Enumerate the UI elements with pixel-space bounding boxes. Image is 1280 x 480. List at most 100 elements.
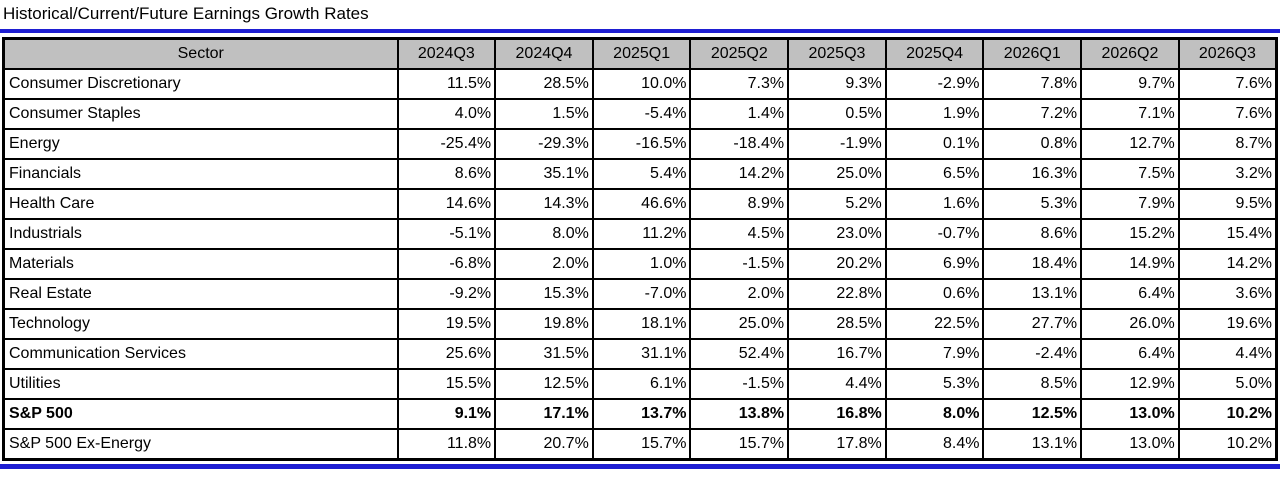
sector-cell: Utilities	[2, 368, 399, 400]
value-cell: 31.1%	[591, 338, 692, 370]
value-cell: 12.5%	[494, 368, 594, 400]
value-cell: 12.9%	[1080, 368, 1180, 400]
value-cell: 0.5%	[787, 98, 887, 130]
value-cell: 8.4%	[884, 428, 985, 461]
value-cell: 6.5%	[884, 158, 985, 190]
col-header-quarter: 2025Q1	[591, 37, 692, 70]
value-cell: 7.1%	[1080, 98, 1180, 130]
value-cell: -7.0%	[591, 278, 692, 310]
value-cell: 13.7%	[591, 398, 692, 430]
value-cell: -1.9%	[787, 128, 887, 160]
value-cell: 15.2%	[1080, 218, 1180, 250]
value-cell: 1.9%	[884, 98, 985, 130]
sector-cell: Materials	[2, 248, 399, 280]
sector-cell: Energy	[2, 128, 399, 160]
value-cell: 9.5%	[1177, 188, 1278, 220]
value-cell: -6.8%	[396, 248, 497, 280]
value-cell: 9.3%	[787, 68, 887, 100]
sector-cell: S&P 500 Ex-Energy	[2, 428, 399, 461]
value-cell: 3.2%	[1177, 158, 1278, 190]
value-cell: 15.3%	[494, 278, 594, 310]
value-cell: 2.0%	[689, 278, 790, 310]
col-header-quarter: 2026Q3	[1177, 37, 1278, 70]
value-cell: 8.0%	[884, 398, 985, 430]
value-cell: -0.7%	[884, 218, 985, 250]
value-cell: -5.4%	[591, 98, 692, 130]
value-cell: 19.6%	[1177, 308, 1278, 340]
value-cell: 1.0%	[591, 248, 692, 280]
value-cell: 19.8%	[494, 308, 594, 340]
value-cell: 25.6%	[396, 338, 497, 370]
table-body: Consumer Discretionary 11.5% 28.5% 10.0% 7.3…	[2, 68, 1278, 461]
value-cell: 16.7%	[787, 338, 887, 370]
value-cell: 14.6%	[396, 188, 497, 220]
value-cell: -18.4%	[689, 128, 790, 160]
sector-cell: Consumer Staples	[2, 98, 399, 130]
col-header-quarter: 2024Q4	[494, 37, 594, 70]
value-cell: 1.4%	[689, 98, 790, 130]
value-cell: 0.6%	[884, 278, 985, 310]
value-cell: 5.3%	[982, 188, 1083, 220]
value-cell: 7.9%	[1080, 188, 1180, 220]
sector-cell: Real Estate	[2, 278, 399, 310]
value-cell: 10.0%	[591, 68, 692, 100]
value-cell: 52.4%	[689, 338, 790, 370]
value-cell: 46.6%	[591, 188, 692, 220]
value-cell: 8.7%	[1177, 128, 1278, 160]
value-cell: 8.6%	[982, 218, 1083, 250]
value-cell: 16.3%	[982, 158, 1083, 190]
value-cell: 5.3%	[884, 368, 985, 400]
value-cell: 7.3%	[689, 68, 790, 100]
value-cell: 5.4%	[591, 158, 692, 190]
value-cell: 13.0%	[1080, 398, 1180, 430]
value-cell: 8.0%	[494, 218, 594, 250]
value-cell: 7.9%	[884, 338, 985, 370]
value-cell: 7.2%	[982, 98, 1083, 130]
value-cell: 22.5%	[884, 308, 985, 340]
bottom-rule	[0, 464, 1280, 469]
value-cell: 26.0%	[1080, 308, 1180, 340]
table-row: Consumer Staples 4.0% 1.5% -5.4% 1.4% 0.5% 1.9…	[2, 98, 1278, 130]
value-cell: 14.9%	[1080, 248, 1180, 280]
value-cell: 28.5%	[494, 68, 594, 100]
table-row: Utilities 15.5% 12.5% 6.1% -1.5% 4.4% 5.3% 8.5%…	[2, 368, 1278, 400]
value-cell: 5.0%	[1177, 368, 1278, 400]
value-cell: 1.6%	[884, 188, 985, 220]
value-cell: 11.2%	[591, 218, 692, 250]
value-cell: 6.4%	[1080, 338, 1180, 370]
value-cell: 14.2%	[689, 158, 790, 190]
value-cell: 11.8%	[396, 428, 497, 461]
value-cell: 11.5%	[396, 68, 497, 100]
value-cell: 4.5%	[689, 218, 790, 250]
table-row: Real Estate -9.2% 15.3% -7.0% 2.0% 22.8% 0.6% 1…	[2, 278, 1278, 310]
value-cell: 10.2%	[1177, 398, 1278, 430]
sector-cell: Communication Services	[2, 338, 399, 370]
earnings-growth-table: Sector 2024Q3 2024Q4 2025Q1 2025Q2 2025Q3 2025…	[2, 37, 1278, 461]
value-cell: 4.0%	[396, 98, 497, 130]
value-cell: 17.8%	[787, 428, 887, 461]
table-row: Industrials -5.1% 8.0% 11.2% 4.5% 23.0% -0.7% 8…	[2, 218, 1278, 250]
value-cell: 13.8%	[689, 398, 790, 430]
table-row: Financials 8.6% 35.1% 5.4% 14.2% 25.0% 6.5% 16.…	[2, 158, 1278, 190]
value-cell: 4.4%	[787, 368, 887, 400]
value-cell: 1.5%	[494, 98, 594, 130]
value-cell: 7.5%	[1080, 158, 1180, 190]
table-row: Technology 19.5% 19.8% 18.1% 25.0% 28.5% 22.5%…	[2, 308, 1278, 340]
value-cell: 15.7%	[689, 428, 790, 461]
value-cell: 5.2%	[787, 188, 887, 220]
col-header-quarter: 2025Q4	[884, 37, 985, 70]
value-cell: -29.3%	[494, 128, 594, 160]
value-cell: 14.3%	[494, 188, 594, 220]
value-cell: 7.6%	[1177, 98, 1278, 130]
value-cell: 15.5%	[396, 368, 497, 400]
value-cell: 18.4%	[982, 248, 1083, 280]
value-cell: 22.8%	[787, 278, 887, 310]
value-cell: -2.4%	[982, 338, 1083, 370]
table-row: Health Care 14.6% 14.3% 46.6% 8.9% 5.2% 1.6% 5.…	[2, 188, 1278, 220]
value-cell: 25.0%	[689, 308, 790, 340]
sector-cell: Industrials	[2, 218, 399, 250]
col-header-quarter: 2026Q2	[1080, 37, 1180, 70]
header-row: Sector 2024Q3 2024Q4 2025Q1 2025Q2 2025Q3 2025…	[2, 37, 1278, 70]
value-cell: -1.5%	[689, 248, 790, 280]
col-header-quarter: 2025Q2	[689, 37, 790, 70]
